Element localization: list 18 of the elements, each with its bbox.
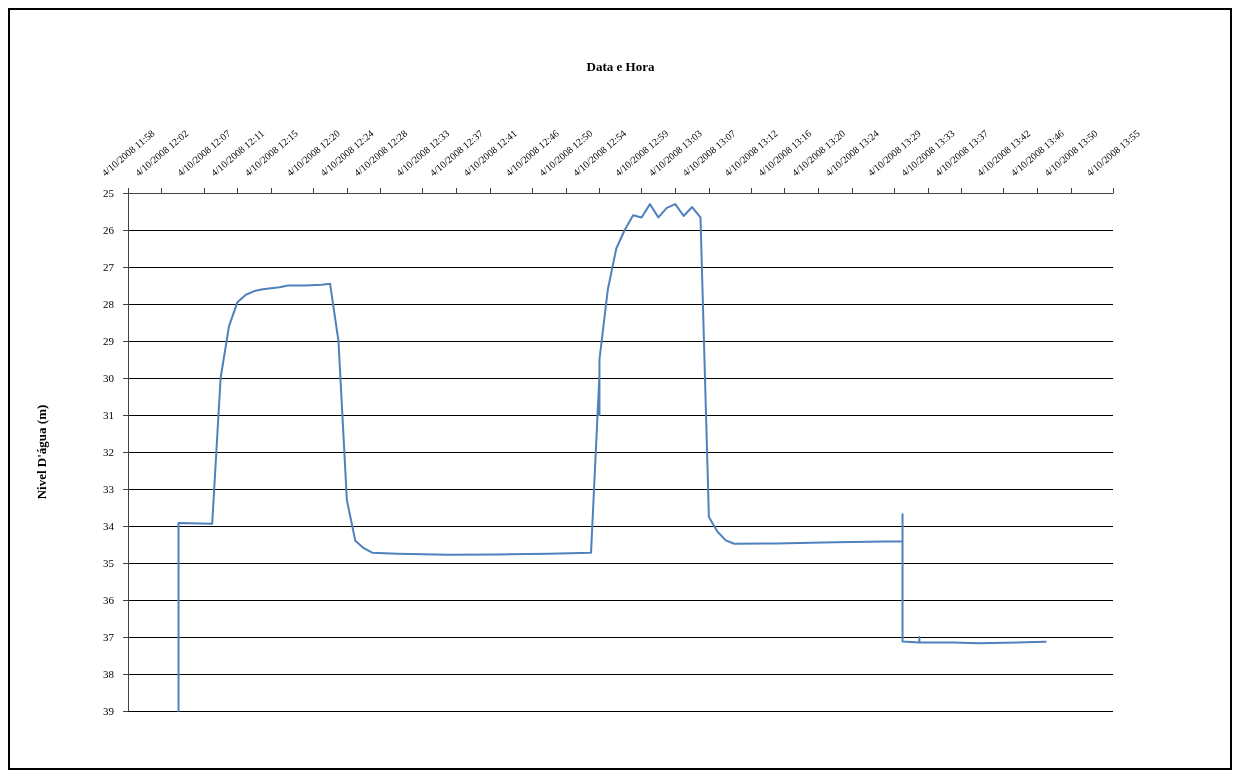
y-tick-label: 30 — [103, 372, 115, 384]
y-tick-label: 25 — [103, 187, 115, 199]
y-tick-label: 34 — [103, 520, 115, 532]
y-axis-title: Nivel D'água (m) — [34, 404, 49, 500]
x-axis-title: Data e Hora — [586, 59, 655, 74]
y-tick-label: 28 — [103, 298, 115, 310]
y-tick-label: 35 — [103, 557, 115, 569]
y-tick-label: 36 — [103, 594, 115, 606]
y-tick-label: 29 — [103, 335, 115, 347]
y-tick-label: 37 — [103, 631, 115, 643]
y-tick-label: 38 — [103, 668, 115, 680]
y-tick-label: 39 — [103, 705, 115, 717]
y-tick-label: 31 — [103, 409, 114, 421]
y-tick-label: 26 — [103, 224, 115, 236]
y-tick-label: 32 — [103, 446, 114, 458]
y-tick-label: 27 — [103, 261, 115, 273]
y-tick-label: 33 — [103, 483, 115, 495]
line-series — [177, 203, 1047, 712]
